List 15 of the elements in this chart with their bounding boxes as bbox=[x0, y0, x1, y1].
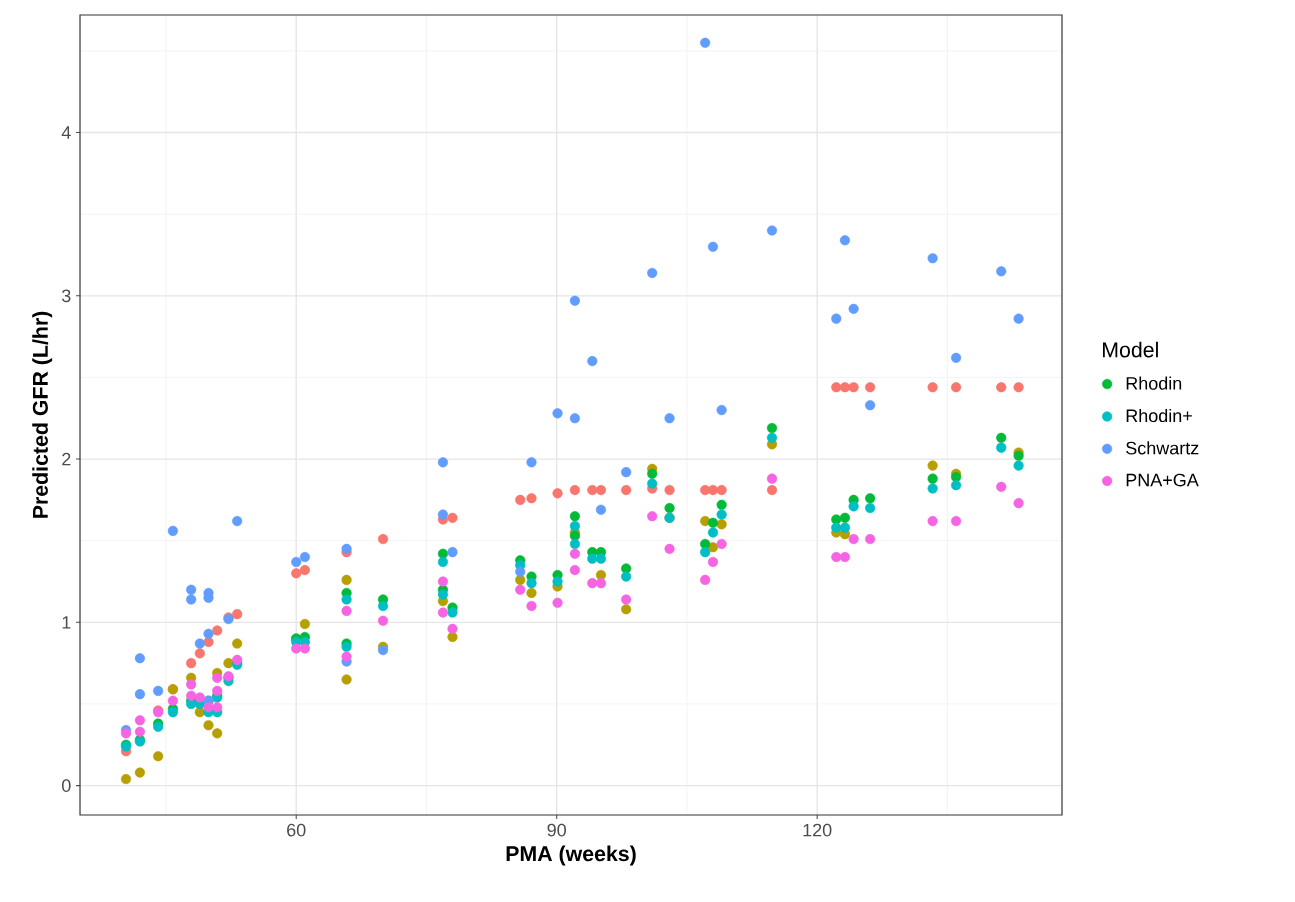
y-tick-label: 1 bbox=[62, 616, 71, 629]
y-tick-label: 3 bbox=[61, 289, 71, 303]
legend-label: Rhodin+ bbox=[1126, 408, 1192, 423]
legend-label: Schwartz bbox=[1126, 441, 1199, 455]
y-tick-label: 4 bbox=[61, 126, 71, 139]
legend-title: Model bbox=[1103, 341, 1158, 358]
x-tick-label: 120 bbox=[803, 823, 832, 837]
x-tick-label: 60 bbox=[287, 823, 306, 837]
y-tick-label: 0 bbox=[62, 779, 71, 792]
legend-label: Rhodin bbox=[1126, 376, 1182, 390]
x-tick-label: 90 bbox=[547, 823, 566, 837]
legend-label: PNA+GA bbox=[1126, 473, 1199, 487]
y-tick-label: 2 bbox=[62, 452, 71, 466]
y-axis-title: Predicted GFR (L/hr) bbox=[32, 311, 53, 518]
x-axis-title: PMA (weeks) bbox=[506, 845, 636, 866]
